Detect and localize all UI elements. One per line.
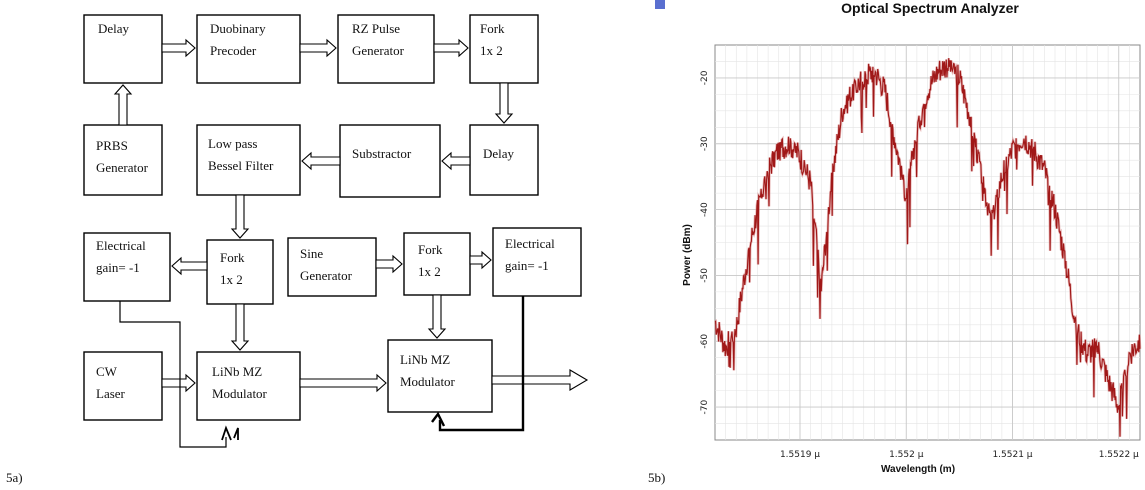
svg-text:Electrical: Electrical (505, 236, 555, 251)
y-tick-label: -30 (700, 136, 710, 151)
y-tick-label: -40 (700, 202, 710, 217)
svg-text:Generator: Generator (96, 160, 149, 175)
block-low-pass-bessel-filter: Low pass Bessel Filter (196, 124, 301, 196)
spectrum-traces (714, 58, 1142, 437)
chart-grid (715, 45, 1140, 440)
block-duobinary-precoder: Duobinary Precoder (196, 14, 301, 84)
osa-app-icon (655, 0, 665, 9)
connector-arrows (113, 38, 589, 393)
block-delay-1: Delay (83, 14, 163, 84)
block-linb-mz-modulator-1: LiNb MZ Modulator (196, 351, 301, 421)
y-tick-label: -70 (700, 399, 710, 414)
y-tick-label: -20 (700, 70, 710, 85)
block-sine-generator: Sine Generator (287, 237, 377, 297)
svg-text:Modulator: Modulator (400, 374, 456, 389)
svg-text:Delay: Delay (98, 21, 130, 36)
block-cw-laser: CW Laser (83, 351, 163, 421)
x-tick-label: 1.5522 µ (1099, 450, 1139, 460)
svg-text:RZ Pulse: RZ Pulse (352, 21, 400, 36)
block-delay-2: Delay (469, 124, 539, 196)
svg-text:Low pass: Low pass (208, 136, 257, 151)
svg-text:Generator: Generator (352, 43, 405, 58)
x-tick-label: 1.5519 µ (780, 450, 820, 460)
svg-text:Substractor: Substractor (352, 146, 412, 161)
figure-caption-5b: 5b) (648, 470, 665, 485)
block-prbs-generator: PRBS Generator (83, 124, 163, 196)
block-fork-mid: Fork 1x 2 (206, 239, 274, 305)
block-electrical-gain-1: Electrical gain= -1 (83, 232, 171, 302)
x-tick-label: 1.552 µ (889, 450, 924, 460)
block-rz-pulse-generator: RZ Pulse Generator (337, 14, 435, 84)
svg-text:Bessel Filter: Bessel Filter (208, 158, 274, 173)
x-axis-label: Wavelength (m) (881, 464, 955, 475)
svg-text:Fork: Fork (418, 242, 443, 257)
svg-text:Modulator: Modulator (212, 386, 268, 401)
svg-text:1x 2: 1x 2 (220, 272, 243, 287)
block-fork-right: Fork 1x 2 (403, 232, 471, 296)
svg-text:Generator: Generator (300, 268, 353, 283)
svg-text:PRBS: PRBS (96, 138, 128, 153)
block-electrical-gain-2: Electrical gain= -1 (492, 227, 582, 297)
svg-text:Delay: Delay (483, 146, 515, 161)
svg-text:1x 2: 1x 2 (480, 43, 503, 58)
y-tick-label: -60 (700, 334, 710, 349)
spectrum-trace (714, 58, 1141, 437)
svg-text:1x 2: 1x 2 (418, 264, 441, 279)
block-fork-top: Fork 1x 2 (469, 14, 539, 84)
svg-text:Fork: Fork (220, 250, 245, 265)
svg-text:gain= -1: gain= -1 (505, 258, 549, 273)
y-axis-label: Power (dBm) (682, 224, 693, 286)
svg-text:Precoder: Precoder (210, 43, 257, 58)
x-tick-label: 1.5521 µ (992, 450, 1032, 460)
y-tick-label: -50 (700, 268, 710, 283)
svg-text:Sine: Sine (300, 246, 323, 261)
svg-text:Duobinary: Duobinary (210, 21, 266, 36)
chart-title: Optical Spectrum Analyzer (841, 0, 1019, 16)
svg-text:gain= -1: gain= -1 (96, 260, 140, 275)
figure-caption-5a: 5a) (6, 470, 23, 485)
svg-text:CW: CW (96, 364, 118, 379)
svg-text:LiNb MZ: LiNb MZ (400, 352, 450, 367)
x-axis-ticks: 1.5519 µ 1.552 µ 1.5521 µ 1.5522 µ (780, 450, 1139, 460)
block-linb-mz-modulator-2: LiNb MZ Modulator (387, 339, 493, 413)
y-axis-ticks: -20 -30 -40 -50 -60 -70 (700, 70, 710, 414)
block-subtractor: Substractor (339, 124, 441, 198)
electrical-wires (119, 296, 525, 448)
svg-text:Fork: Fork (480, 21, 505, 36)
svg-text:Electrical: Electrical (96, 238, 146, 253)
svg-text:Laser: Laser (96, 386, 126, 401)
svg-text:LiNb MZ: LiNb MZ (212, 364, 262, 379)
